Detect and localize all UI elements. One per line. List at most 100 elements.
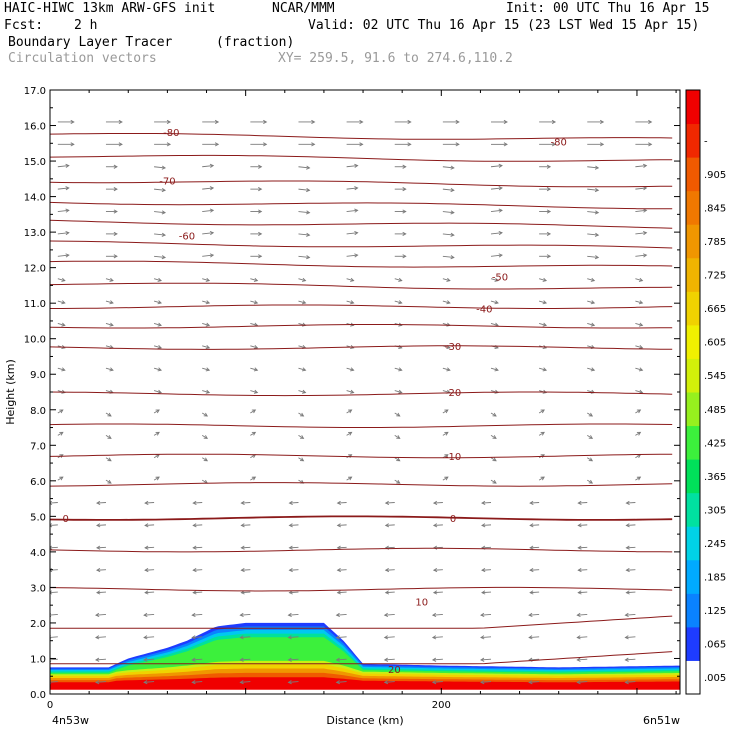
fcst-label: Fcst: bbox=[4, 18, 44, 33]
vector-head bbox=[492, 412, 497, 417]
vector-shaft bbox=[289, 502, 299, 504]
vector-head bbox=[625, 545, 630, 550]
vector-shaft bbox=[635, 278, 643, 282]
vector-shaft bbox=[289, 569, 299, 571]
vector-shaft bbox=[587, 188, 599, 191]
vector-shaft bbox=[96, 502, 106, 504]
vector-head bbox=[402, 209, 407, 214]
vector-shaft bbox=[105, 300, 114, 304]
vector-shaft bbox=[635, 254, 647, 257]
vector-head bbox=[299, 457, 305, 462]
vector-head bbox=[625, 567, 630, 573]
vector-shaft bbox=[490, 367, 499, 371]
isotherm-line bbox=[50, 345, 673, 350]
vector-shaft bbox=[95, 636, 106, 639]
vector-head bbox=[540, 409, 545, 414]
xy-coords: XY= 259.5, 91.6 to 274.6,110.2 bbox=[278, 51, 513, 66]
vector-shaft bbox=[250, 322, 258, 326]
isotherm-line bbox=[50, 219, 673, 229]
isotherm-line bbox=[50, 180, 673, 188]
colorbar-label: .065 bbox=[704, 640, 726, 651]
vector-head bbox=[551, 142, 557, 147]
vector-head bbox=[203, 435, 209, 439]
vector-head bbox=[431, 680, 437, 685]
vector-head bbox=[503, 142, 508, 147]
vector-head bbox=[288, 545, 293, 550]
isotherm-label: 20 bbox=[388, 665, 401, 676]
vector-shaft bbox=[288, 613, 299, 616]
vector-shaft bbox=[337, 569, 347, 571]
vector-head bbox=[192, 545, 197, 550]
vector-shaft bbox=[105, 412, 112, 417]
vector-shaft bbox=[481, 546, 492, 549]
vector-head bbox=[594, 255, 600, 260]
vector-head bbox=[263, 142, 268, 147]
vector-head bbox=[498, 186, 503, 191]
vector-shaft bbox=[346, 209, 358, 212]
vector-head bbox=[350, 277, 355, 282]
vector-head bbox=[263, 119, 268, 125]
vector-head bbox=[214, 142, 220, 147]
vector-head bbox=[542, 345, 548, 350]
vector-shaft bbox=[481, 569, 492, 571]
vector-shaft bbox=[201, 412, 208, 417]
vector-shaft bbox=[490, 278, 499, 282]
vector-head bbox=[590, 277, 596, 282]
vector-head bbox=[402, 254, 407, 259]
vector-shaft bbox=[240, 681, 251, 683]
vector-shaft bbox=[587, 479, 593, 484]
vector-head bbox=[576, 680, 581, 685]
vector-head bbox=[205, 277, 211, 282]
vector-head bbox=[203, 412, 209, 417]
vector-head bbox=[253, 367, 259, 372]
vector-shaft bbox=[202, 165, 214, 168]
vector-shaft bbox=[298, 300, 306, 304]
vector-shaft bbox=[538, 476, 545, 481]
vector-shaft bbox=[346, 165, 358, 168]
vector-shaft bbox=[105, 345, 114, 349]
vector-shaft bbox=[433, 591, 443, 594]
vector-head bbox=[251, 476, 257, 481]
vector-shaft bbox=[202, 390, 210, 394]
vector-shaft bbox=[442, 390, 450, 394]
vector-shaft bbox=[442, 233, 454, 236]
vector-head bbox=[336, 500, 341, 505]
vector-shaft bbox=[635, 209, 647, 212]
vector-head bbox=[299, 412, 305, 417]
vector-shaft bbox=[432, 613, 443, 616]
vector-head bbox=[528, 612, 533, 618]
vector-head bbox=[444, 454, 449, 458]
vector-head bbox=[287, 612, 292, 618]
colorbar-swatch bbox=[686, 492, 700, 527]
vector-head bbox=[59, 431, 64, 436]
y-tick-label: 5.0 bbox=[30, 512, 46, 523]
vector-shaft bbox=[105, 278, 114, 282]
vector-shaft bbox=[442, 300, 450, 304]
isotherm-line bbox=[50, 453, 673, 459]
vector-head bbox=[455, 119, 460, 125]
vector-head bbox=[431, 612, 437, 618]
vector-head bbox=[311, 119, 316, 125]
vector-head bbox=[157, 322, 162, 327]
vector-head bbox=[157, 389, 162, 394]
vector-shaft bbox=[442, 409, 449, 414]
vector-head bbox=[205, 300, 211, 305]
vector-head bbox=[546, 254, 552, 259]
vector-shaft bbox=[490, 187, 503, 190]
vector-head bbox=[636, 409, 642, 414]
vector-head bbox=[155, 431, 160, 436]
vector-shaft bbox=[577, 613, 588, 616]
vector-head bbox=[498, 253, 503, 258]
vector-shaft bbox=[635, 345, 643, 349]
vector-head bbox=[192, 523, 197, 528]
colorbar-swatch bbox=[686, 157, 700, 192]
vector-head bbox=[494, 367, 499, 372]
vector-head bbox=[191, 612, 196, 618]
vector-head bbox=[624, 635, 629, 640]
fcst-value: 2 h bbox=[74, 18, 98, 33]
vector-shaft bbox=[241, 591, 251, 594]
vector-head bbox=[301, 300, 307, 305]
vector-shaft bbox=[250, 300, 258, 304]
vector-shaft bbox=[635, 232, 647, 235]
vector-shaft bbox=[193, 569, 203, 571]
